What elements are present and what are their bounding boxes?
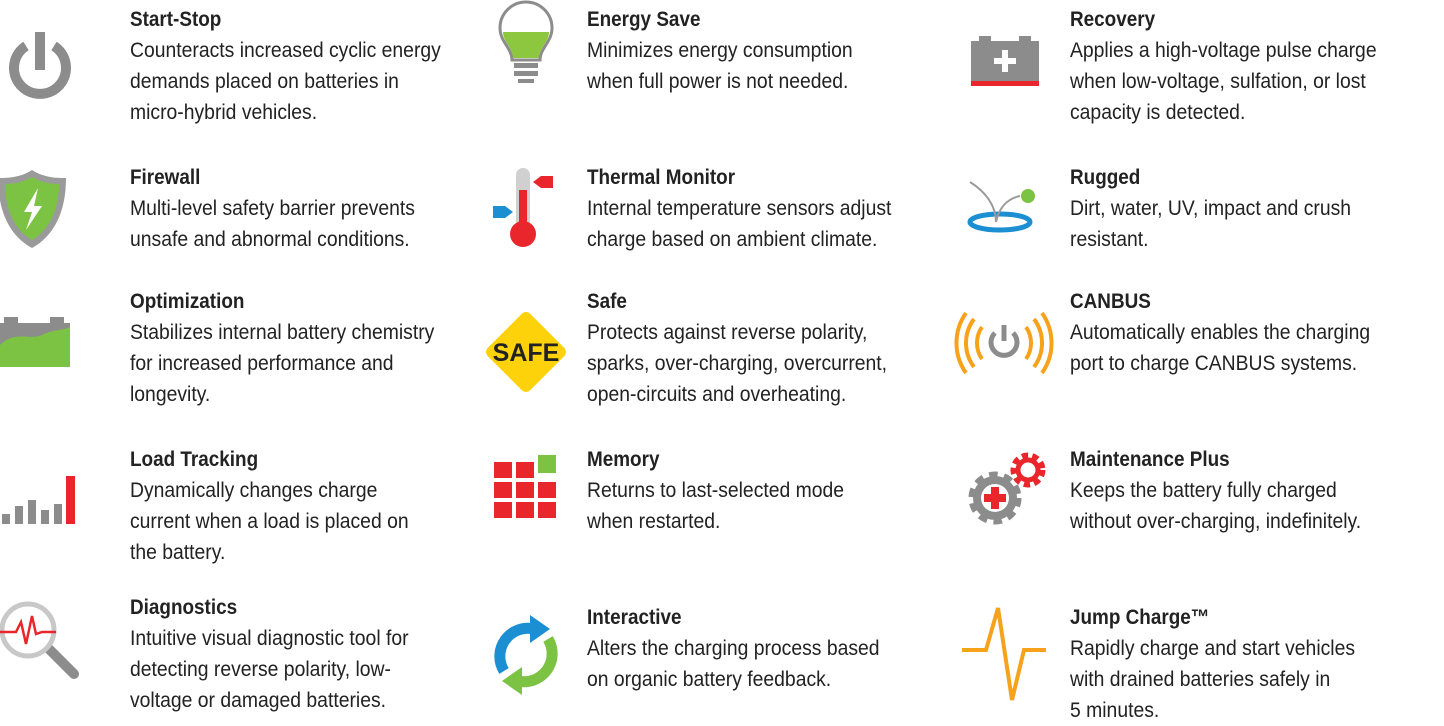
feature: Diagnostics Intuitive visual diagnostic t… — [130, 592, 409, 716]
feature: Thermal Monitor Internal temperature sens… — [587, 162, 891, 255]
feature-description: longevity. — [130, 382, 211, 406]
icon-canbus — [954, 311, 1054, 375]
icon-label: SAFE — [493, 339, 560, 367]
feature-title: Memory — [587, 448, 660, 471]
feature: Load Tracking Dynamically changes charge c… — [130, 444, 409, 568]
feature-description: Counteracts increased cyclic energy — [130, 38, 441, 62]
feature-description: Internal temperature sensors adjust — [587, 196, 892, 220]
feature-description: Intuitive visual diagnostic tool for — [130, 626, 409, 650]
feature-description: Stabilizes internal battery chemistry — [130, 320, 435, 344]
feature-title: Jump Charge™ — [1070, 606, 1210, 629]
feature: Memory Returns to last-selected mode when … — [587, 444, 844, 537]
feature-description: sparks, over-charging, overcurrent, — [587, 351, 888, 375]
feature-description: 5 minutes. — [1070, 698, 1160, 722]
feature-description: the battery. — [130, 540, 226, 564]
icon-pulse — [962, 607, 1046, 701]
feature-description: voltage or damaged batteries. — [130, 688, 387, 712]
icon-magnifier — [0, 601, 79, 679]
feature-description: without over-charging, indefinitely. — [1070, 509, 1362, 533]
feature: Rugged Dirt, water, UV, impact and crush r… — [1070, 162, 1351, 255]
feature-title: Diagnostics — [130, 596, 238, 619]
feature-title: CANBUS — [1070, 290, 1151, 313]
feature-title: Optimization — [130, 290, 245, 313]
feature-title: Load Tracking — [130, 448, 259, 471]
feature-description: current when a load is placed on — [130, 509, 409, 533]
feature-description: with drained batteries safely in — [1070, 667, 1331, 691]
feature-description: capacity is detected. — [1070, 100, 1246, 124]
feature: Optimization Stabilizes internal battery … — [130, 286, 434, 410]
feature-description: Automatically enables the charging — [1070, 320, 1371, 344]
feature-description: unsafe and abnormal conditions. — [130, 227, 410, 251]
feature: Recovery Applies a high-voltage pulse cha… — [1070, 4, 1377, 128]
feature-description: Alters the charging process based — [587, 636, 880, 660]
feature-description: Dynamically changes charge — [130, 478, 378, 502]
feature-description: Applies a high-voltage pulse charge — [1070, 38, 1377, 62]
feature-description: charge based on ambient climate. — [587, 227, 878, 251]
feature-description: when full power is not needed. — [587, 69, 849, 93]
feature-title: Rugged — [1070, 166, 1141, 189]
icon-gears — [968, 452, 1046, 525]
feature-description: Multi-level safety barrier prevents — [130, 196, 415, 220]
feature-title: Safe — [587, 290, 627, 313]
feature-description: detecting reverse polarity, low- — [130, 657, 391, 681]
feature: Firewall Multi-level safety barrier preve… — [130, 162, 415, 255]
feature-description: Minimizes energy consumption — [587, 38, 853, 62]
icon-cycle — [494, 615, 558, 695]
icon-power — [9, 32, 71, 99]
feature: Start-Stop Counteracts increased cyclic e… — [130, 4, 441, 128]
feature-title: Thermal Monitor — [587, 166, 736, 189]
icon-safe: SAFE — [486, 312, 566, 392]
feature: Maintenance Plus Keeps the battery fully … — [1070, 444, 1361, 537]
feature-description: when restarted. — [587, 509, 721, 533]
feature-description: Rapidly charge and start vehicles — [1070, 636, 1356, 660]
feature-description: Keeps the battery fully charged — [1070, 478, 1337, 502]
feature-title: Energy Save — [587, 8, 701, 31]
feature-description: Returns to last-selected mode — [587, 478, 845, 502]
icon-bulb — [498, 0, 554, 83]
feature-title: Firewall — [130, 166, 201, 189]
feature-title: Start-Stop — [130, 8, 222, 31]
feature-description: Protects against reverse polarity, — [587, 320, 868, 344]
feature-title: Maintenance Plus — [1070, 448, 1230, 471]
feature-description: micro-hybrid vehicles. — [130, 100, 318, 124]
feature-description: resistant. — [1070, 227, 1149, 251]
feature: Energy Save Minimizes energy consumption w… — [587, 4, 853, 97]
icon-rugged — [967, 181, 1035, 233]
feature-description: on organic battery feedback. — [587, 667, 832, 691]
feature-description: demands placed on batteries in — [130, 69, 399, 93]
icon-grid — [494, 455, 556, 518]
icon-battery-wave — [0, 317, 70, 367]
icon-thermometer — [493, 168, 553, 247]
icon-shield — [0, 170, 66, 248]
icon-battery-plus — [971, 36, 1039, 86]
feature: Interactive Alters the charging process b… — [587, 602, 880, 695]
feature-description: for increased performance and — [130, 351, 394, 375]
feature-title: Interactive — [587, 606, 682, 629]
feature-title: Recovery — [1070, 8, 1156, 31]
feature: Safe Protects against reverse polarity, sp… — [587, 286, 887, 410]
feature: CANBUS Automatically enables the charging… — [1070, 286, 1370, 379]
feature: Jump Charge™ Rapidly charge and start veh… — [1070, 602, 1355, 726]
icon-bars — [2, 476, 75, 524]
feature-description: when low-voltage, sulfation, or lost — [1070, 69, 1366, 93]
feature-description: Dirt, water, UV, impact and crush — [1070, 196, 1352, 220]
feature-description: port to charge CANBUS systems. — [1070, 351, 1358, 375]
feature-description: open-circuits and overheating. — [587, 382, 847, 406]
